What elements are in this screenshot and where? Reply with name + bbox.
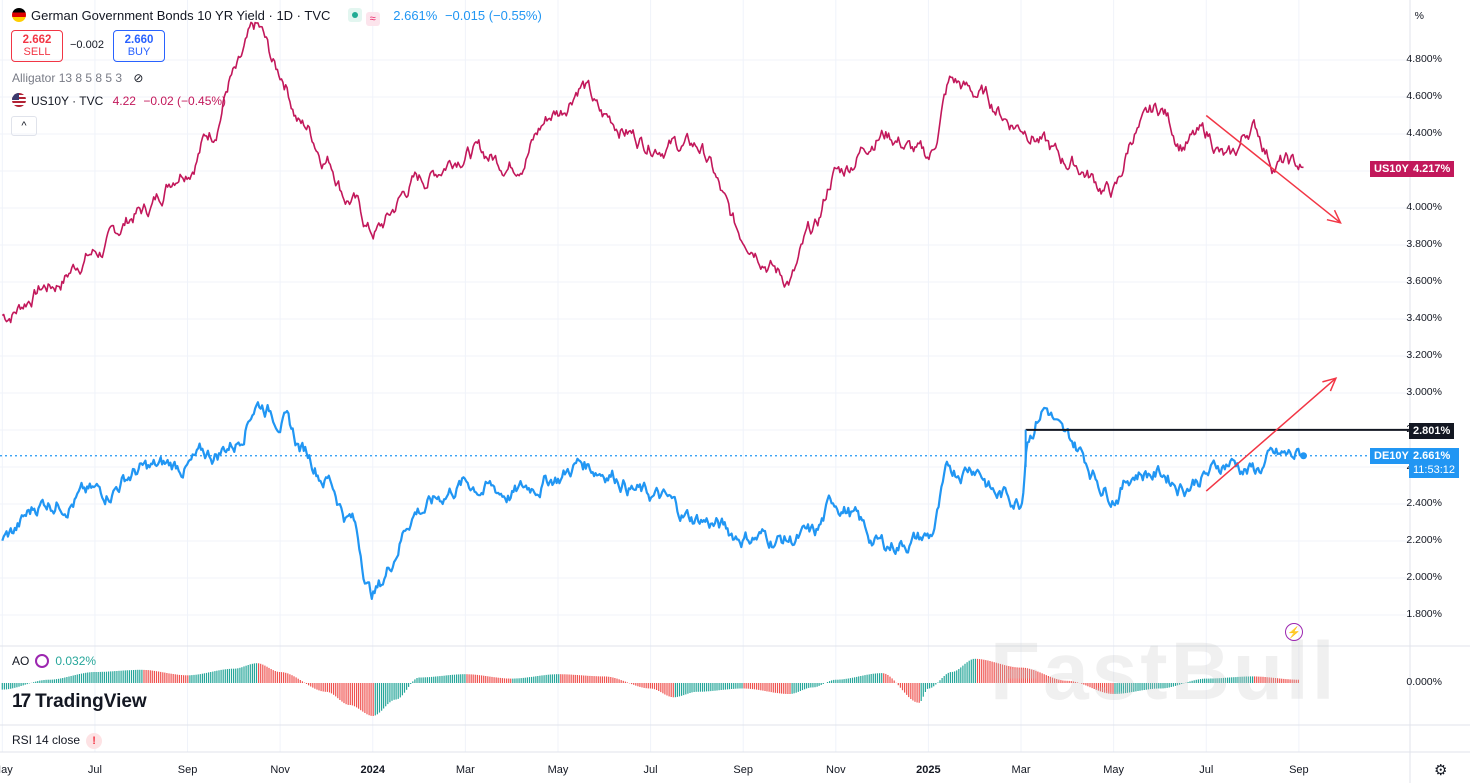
x-tick-label: Sep [177, 764, 198, 776]
rsi-label: RSI 14 close [12, 733, 81, 747]
eye-off-icon[interactable]: ⊘ [133, 71, 144, 85]
de10y-name-tag: DE10Y [1370, 448, 1413, 464]
ao-histogram [1, 658, 1300, 716]
compare-value: 4.22 [112, 94, 136, 108]
de10y-value: 2.661% [1413, 450, 1451, 462]
x-tick-label: Nov [270, 764, 290, 776]
alligator-legend[interactable]: Alligator 13 8 5 8 5 3 ⊘ [12, 71, 143, 85]
x-tick-label: Jul [1199, 764, 1214, 776]
price-change: −0.015 (−0.55%) [444, 8, 542, 23]
trend-arrowhead-down [1326, 209, 1342, 224]
buy-value: 2.660 [124, 34, 154, 46]
ao-value: 0.032% [55, 654, 97, 668]
symbol-title: German Government Bonds 10 YR Yield · 1D… [31, 8, 331, 23]
sell-label: SELL [23, 46, 51, 58]
flash-icon[interactable]: ⚡ [1285, 623, 1303, 641]
x-tick-label: Sep [733, 764, 753, 776]
x-tick-label: 2024 [360, 764, 385, 776]
y-tick-label: 4.000% [1406, 201, 1442, 213]
tradingview-logo[interactable]: 17 TradingView [12, 691, 147, 713]
trend-arrow-up [1205, 377, 1337, 492]
ao-label: AO [12, 654, 30, 668]
ao-axis-label: 0.000% [1406, 676, 1442, 688]
x-tick-label: May [547, 764, 569, 776]
de10y-last-point [1299, 452, 1307, 460]
wave-icon[interactable]: ≈ [365, 12, 380, 26]
y-tick-label: 1.800% [1406, 608, 1442, 620]
de-flag-icon [12, 8, 26, 22]
series-line-de10y [1, 401, 1304, 601]
ao-settings-icon[interactable] [35, 654, 50, 668]
us10y-price-tag: US10Y [1370, 161, 1413, 177]
y-tick-label: 3.400% [1406, 312, 1442, 324]
x-tick-label: Mar [1011, 764, 1031, 776]
series-line-us10y [1, 21, 1304, 324]
y-tick-label: 2.000% [1406, 571, 1442, 583]
warning-icon[interactable]: ! [86, 733, 103, 749]
x-tick-label: 2025 [916, 764, 941, 776]
y-tick-label: 4.400% [1406, 127, 1442, 139]
x-tick-label: Nov [826, 764, 846, 776]
series-lines [0, 21, 1410, 601]
drawing-annotations[interactable] [1024, 114, 1410, 492]
x-tick-label: Jul [87, 764, 102, 776]
de10y-value-tag: 2.661% 11:53:12 [1409, 448, 1460, 478]
alligator-label: Alligator 13 8 5 8 5 3 [12, 71, 123, 85]
chevron-up-icon[interactable]: ^ [11, 116, 37, 136]
axis-unit: % [1414, 10, 1424, 22]
compare-legend[interactable]: US10Y · TVC 4.22 −0.02 (−0.45%) [12, 93, 226, 108]
y-tick-label: 2.200% [1406, 534, 1442, 546]
level-value-tag: 2.801% [1409, 423, 1455, 439]
y-tick-label: 4.800% [1406, 53, 1442, 65]
market-status-icon[interactable] [348, 8, 362, 22]
buy-button[interactable]: 2.660 BUY [113, 30, 165, 62]
sell-value: 2.662 [22, 34, 52, 46]
compare-change: −0.02 (−0.45%) [143, 94, 227, 108]
buy-label: BUY [127, 46, 151, 58]
bar-countdown: 11:53:12 [1413, 464, 1456, 476]
x-tick-label: May [1103, 764, 1125, 776]
y-tick-label: 4.600% [1406, 90, 1442, 102]
x-tick-label: Jul [643, 764, 658, 776]
x-tick-label: Sep [1289, 764, 1309, 776]
logo-mark: 17 [12, 691, 31, 712]
compare-symbol: US10Y · TVC [31, 94, 104, 108]
logo-text: TradingView [35, 691, 147, 712]
trend-arrowhead-up [1322, 377, 1338, 392]
us10y-tag-name: US10Y [1374, 163, 1409, 175]
sell-button[interactable]: 2.662 SELL [11, 30, 63, 62]
us-flag-icon [12, 93, 26, 107]
watermark: FastBull [990, 626, 1338, 717]
rsi-legend[interactable]: RSI 14 close! [12, 733, 103, 749]
spread-value: −0.002 [70, 39, 104, 51]
ao-legend[interactable]: AO 0.032% [12, 654, 96, 668]
gear-icon[interactable]: ⚙ [1434, 762, 1448, 779]
y-tick-label: 3.800% [1406, 238, 1442, 250]
y-tick-label: 2.400% [1406, 497, 1442, 509]
x-tick-label: Mar [455, 764, 475, 776]
last-price: 2.661% [393, 8, 438, 23]
grid-lines [0, 0, 1410, 752]
y-tick-label: 3.200% [1406, 349, 1442, 361]
us10y-value-tag: 4.217% [1409, 161, 1455, 177]
x-tick-label: May [0, 764, 13, 776]
trend-arrow-down [1205, 114, 1342, 224]
y-tick-label: 3.000% [1406, 386, 1442, 398]
y-tick-label: 3.600% [1406, 275, 1442, 287]
legend-main[interactable]: German Government Bonds 10 YR Yield · 1D… [12, 8, 542, 26]
